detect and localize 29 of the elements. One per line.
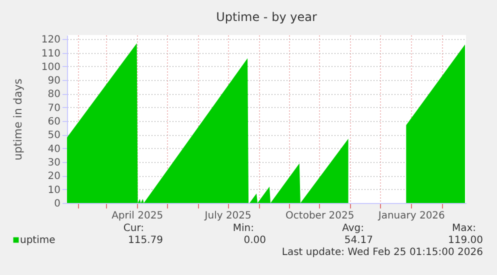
text: 54.17 [344, 235, 373, 246]
text: Max: [452, 223, 476, 234]
text: Min: [232, 223, 254, 234]
x-tick-label: January 2026 [377, 210, 445, 222]
x-tick-label: July 2025 [204, 210, 252, 222]
text: Last update: Wed Feb 25 01:15:00 2026 [282, 247, 483, 258]
y-tick-label: 80 [48, 89, 60, 100]
y-tick-label: 60 [48, 116, 60, 128]
x-tick-label: April 2025 [112, 210, 164, 222]
y-tick-label: 20 [48, 171, 60, 182]
y-tick-label: 90 [48, 76, 60, 87]
text: Cur: [123, 223, 144, 234]
y-tick-label: 10 [48, 184, 60, 196]
text: 0.00 [244, 235, 266, 246]
y-tick-label: 70 [48, 102, 60, 114]
text: 119.00 [448, 235, 483, 246]
y-axis-title: uptime in days [11, 78, 24, 160]
y-tick-label: 120 [41, 34, 60, 46]
chart-title: Uptime - by year [216, 10, 317, 24]
y-tick-label: 100 [41, 62, 60, 73]
x-tick-label: October 2025 [286, 210, 354, 222]
y-tick-label: 0 [54, 198, 60, 210]
text: Avg: [342, 223, 364, 234]
y-tick-label: 50 [48, 130, 60, 142]
y-tick-label: 110 [41, 48, 60, 60]
legend-label: uptime [20, 235, 56, 246]
y-tick-label: 30 [48, 158, 60, 169]
text: 115.79 [128, 235, 163, 246]
y-tick-label: 40 [48, 144, 60, 155]
